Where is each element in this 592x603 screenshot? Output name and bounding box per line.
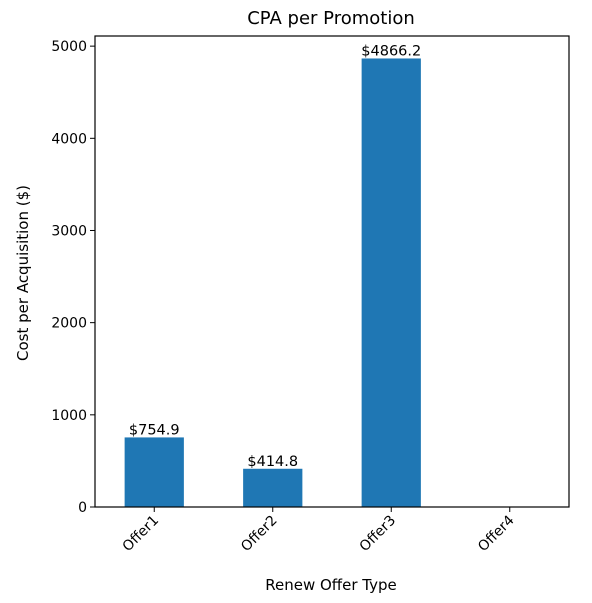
y-tick-label: 3000 — [51, 223, 87, 239]
x-axis-label: Renew Offer Type — [265, 576, 397, 594]
bar-offer1 — [124, 437, 184, 507]
data-label-offer3: $4866.2 — [361, 43, 421, 59]
y-tick-label: 0 — [78, 500, 87, 516]
chart-title: CPA per Promotion — [247, 8, 415, 29]
bar-offer2 — [243, 468, 303, 507]
y-tick-label: 5000 — [51, 39, 87, 55]
y-axis-label: Cost per Acquisition ($) — [14, 185, 32, 361]
y-tick-label: 1000 — [51, 408, 87, 424]
axes-frame — [94, 35, 570, 508]
plot-area: $754.9 $414.8 $4866.2 — [124, 43, 421, 507]
y-tick-label: 2000 — [51, 316, 87, 332]
data-label-offer2: $414.8 — [247, 454, 298, 470]
bar-offer3 — [361, 58, 421, 507]
data-label-offer1: $754.9 — [129, 422, 180, 438]
y-tick-label: 4000 — [51, 131, 87, 147]
y-axis: 0 1000 2000 3000 4000 5000 — [51, 39, 95, 516]
